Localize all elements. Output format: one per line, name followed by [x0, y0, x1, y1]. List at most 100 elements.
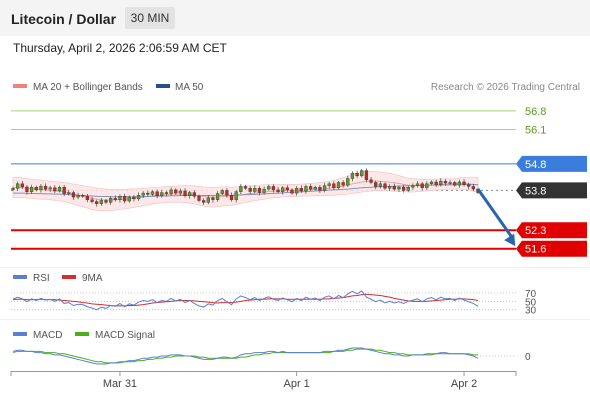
level-label-shape [516, 182, 587, 199]
candle [401, 187, 406, 191]
level-labels: 56.8 56.1 54.8 53.8 52.3 51.6 [516, 106, 587, 257]
candle [388, 186, 392, 189]
candle [164, 192, 169, 194]
macd-line [12, 347, 479, 365]
candle [48, 187, 52, 190]
candle [434, 181, 438, 185]
macd-signal-line [12, 348, 478, 364]
level-label: 54.8 [525, 159, 546, 171]
candle [355, 172, 359, 177]
candle [118, 196, 122, 200]
candle [160, 192, 164, 196]
macd-signal-legend-label: MACD Signal [95, 330, 155, 341]
candle [281, 187, 285, 192]
candle [211, 197, 215, 200]
candle [397, 187, 401, 190]
candle [99, 200, 103, 204]
macd-series: 0 [12, 347, 531, 365]
ma20-line [12, 180, 479, 201]
rsi-ma-legend-swatch [62, 275, 76, 279]
candle [313, 187, 317, 190]
candle [364, 170, 369, 181]
axis-tick-label: Apr 1 [284, 378, 310, 390]
candle [290, 189, 294, 194]
rsi-level-label: 50 [525, 297, 537, 308]
candle [29, 187, 34, 192]
interval-button[interactable]: 30 MIN [125, 7, 175, 29]
candle [234, 191, 238, 200]
candle [295, 188, 299, 194]
macd-panel [0, 319, 590, 371]
axis-tick-label: Apr 2 [451, 378, 477, 390]
level-label: 56.8 [525, 106, 546, 118]
instrument-title: Litecoin / Dollar [11, 11, 117, 27]
candle [257, 188, 262, 193]
level-label: 52.3 [525, 225, 546, 237]
candle [471, 186, 475, 190]
candle [85, 196, 90, 200]
candle [239, 186, 243, 192]
candle [248, 188, 252, 192]
candle [113, 198, 117, 200]
rsi-legend: RSI 9MA [13, 273, 103, 284]
rsi-level-label: 70 [525, 289, 537, 300]
bollinger-legend-swatch [13, 84, 27, 88]
candle [81, 194, 85, 197]
candle [39, 185, 43, 191]
candle [192, 192, 196, 197]
candle [71, 192, 76, 198]
price-panel [0, 64, 590, 267]
candle [25, 186, 29, 192]
candle [215, 193, 220, 200]
candle [462, 181, 466, 185]
candle [109, 198, 113, 203]
candle [43, 185, 48, 190]
candle [322, 185, 327, 191]
candle [178, 190, 183, 194]
rsi-legend-swatch [13, 275, 27, 279]
candle [457, 181, 462, 186]
candle [467, 184, 471, 187]
time-axis-ticks: Mar 31 Apr 1 Apr 2 [10, 371, 517, 390]
candle [229, 194, 234, 200]
candle [350, 172, 355, 179]
level-label: 53.8 [525, 185, 546, 197]
price-legend: MA 20 + Bollinger Bands MA 50 [13, 82, 204, 93]
candle [150, 191, 155, 195]
candle [67, 192, 71, 194]
candle [20, 183, 24, 188]
candle [76, 194, 80, 198]
level-label-shape [516, 240, 587, 257]
candle [285, 187, 289, 191]
candle [318, 187, 322, 191]
bollinger-legend-label: MA 20 + Bollinger Bands [33, 82, 143, 93]
candle [439, 180, 443, 185]
candle [202, 200, 206, 203]
candle [453, 182, 457, 186]
candle [392, 186, 396, 190]
macd-signal-legend-swatch [75, 332, 89, 336]
candle [443, 180, 448, 184]
candle [16, 183, 20, 189]
axis-tick-label: Mar 31 [103, 378, 137, 390]
level-label-box: 51.6 [516, 240, 587, 257]
candle [425, 183, 429, 188]
candle [276, 189, 280, 192]
candle [174, 189, 178, 194]
candle [253, 188, 257, 192]
ma50-legend-label: MA 50 [175, 82, 204, 93]
level-label: 56.1 [525, 124, 546, 136]
macd-legend-label: MACD [33, 330, 62, 341]
candle [136, 194, 141, 200]
candle [346, 178, 350, 186]
level-label-box: 54.8 [516, 155, 587, 172]
candle [415, 183, 420, 186]
candle [406, 187, 410, 191]
rsi-legend-label: RSI [33, 273, 50, 284]
candle [183, 190, 187, 196]
candle [206, 197, 210, 203]
candle [188, 192, 192, 196]
candle [104, 200, 108, 203]
